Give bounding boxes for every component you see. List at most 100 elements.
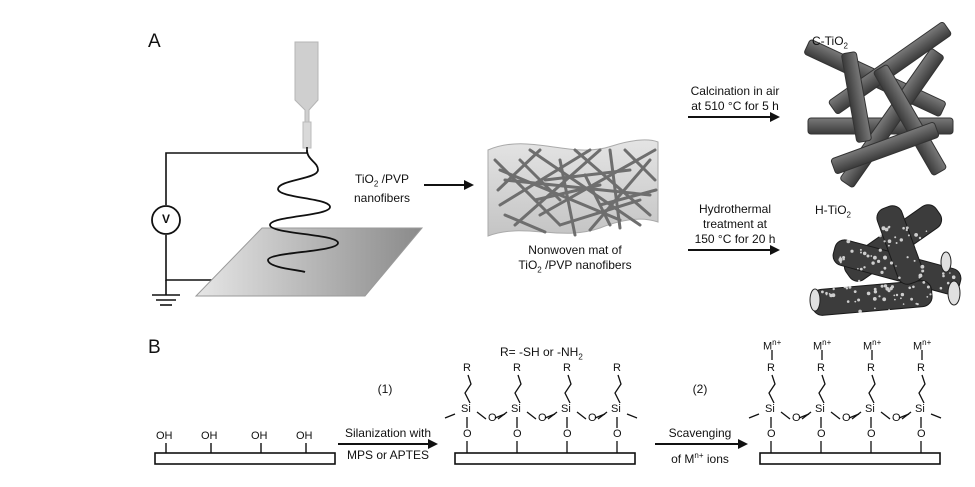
calcination-label: Calcination in air at 510 °C for 5 h <box>690 84 780 113</box>
silane-bonds <box>444 374 638 453</box>
arrow-step1 <box>338 439 438 449</box>
alkyl-chain <box>768 374 776 404</box>
texture-dot <box>884 227 889 232</box>
texture-dot <box>877 259 881 263</box>
si-atom: Si <box>461 403 471 415</box>
o-bridge: O <box>538 412 547 424</box>
r-group: R <box>513 362 521 374</box>
bond <box>848 413 860 419</box>
metal-ion: Mn+ <box>863 338 882 353</box>
bond <box>476 411 487 420</box>
texture-dot <box>870 255 873 257</box>
texture-dot <box>842 224 846 228</box>
texture-dot <box>873 287 877 291</box>
oh-label: OH <box>251 430 268 442</box>
texture-dot <box>895 293 899 297</box>
o-atom: O <box>513 428 522 440</box>
texture-dot <box>949 272 951 274</box>
substrate-silanized <box>454 452 636 465</box>
voltmeter <box>151 205 181 235</box>
bond <box>930 413 942 419</box>
r-group: R <box>563 362 571 374</box>
texture-dot <box>911 308 915 312</box>
bond <box>830 411 841 420</box>
texture-dot <box>932 260 935 263</box>
texture-dot <box>859 248 862 251</box>
h-tio2-rods <box>809 204 962 316</box>
oh-label: OH <box>296 430 313 442</box>
texture-dot <box>846 300 850 303</box>
bond <box>626 413 638 419</box>
texture-dot <box>887 289 891 293</box>
texture-dot <box>942 272 945 275</box>
texture-dot <box>835 266 838 270</box>
substrate-metal <box>759 452 941 465</box>
si-atom: Si <box>865 403 875 415</box>
texture-dot <box>863 266 866 269</box>
bond <box>444 413 456 419</box>
si-atom: Si <box>611 403 621 415</box>
texture-dot <box>857 298 861 302</box>
texture-dot <box>834 236 838 240</box>
r-group: R <box>817 362 825 374</box>
metal-ion: Mn+ <box>913 338 932 353</box>
texture-dot <box>853 290 857 293</box>
si-atom: Si <box>765 403 775 415</box>
texture-dot <box>848 285 852 289</box>
oh-label: OH <box>201 430 218 442</box>
texture-dot <box>834 283 839 287</box>
texture-dot <box>894 298 896 301</box>
h-tio2-label: H-TiO2 <box>815 203 851 220</box>
bond <box>780 411 791 420</box>
texture-dot <box>881 226 886 231</box>
bond <box>494 413 506 419</box>
texture-dot <box>906 256 909 259</box>
texture-dot <box>926 296 929 298</box>
texture-dot <box>913 259 916 262</box>
texture-dot <box>899 238 903 242</box>
texture-dot <box>883 284 888 288</box>
o-bridge: O <box>488 412 497 424</box>
oh-stems <box>165 443 307 453</box>
o-atom: O <box>817 428 826 440</box>
texture-dot <box>845 287 849 290</box>
texture-dot <box>921 269 925 273</box>
o-bridge: O <box>842 412 851 424</box>
texture-dot <box>893 294 896 297</box>
texture-dot <box>862 251 867 256</box>
texture-dot <box>878 233 882 238</box>
texture-dot <box>842 256 846 259</box>
step1-line2: MPS or APTES <box>346 448 430 462</box>
step1-line1: Silanization with <box>344 426 432 440</box>
texture-dot <box>918 236 922 240</box>
mat-fiber <box>496 148 542 192</box>
nonwoven-mat <box>487 139 659 237</box>
texture-dot <box>900 309 904 313</box>
texture-dot <box>889 286 893 291</box>
r-group: R <box>917 362 925 374</box>
texture-dot <box>895 265 897 267</box>
texture-dot <box>932 234 935 236</box>
mat-fiber <box>503 213 547 234</box>
arrow-hydrothermal <box>688 245 780 255</box>
oh-label: OH <box>156 430 173 442</box>
texture-dot <box>915 247 919 251</box>
o-atom: O <box>867 428 876 440</box>
mat-fiber <box>573 148 652 217</box>
texture-dot <box>902 226 905 230</box>
step2-line2: of Mn+ ions <box>671 451 729 466</box>
mat-fiber <box>588 158 652 232</box>
hydrothermal-label: Hydrothermal treatment at 150 °C for 20 … <box>694 202 776 246</box>
texture-dot <box>845 285 848 288</box>
precursor-label: TiO2 /PVP nanofibers <box>353 172 411 206</box>
texture-dot <box>925 255 928 258</box>
collector-plate <box>194 227 424 297</box>
texture-dot <box>895 242 898 244</box>
texture-dot <box>920 264 925 269</box>
texture-dot <box>832 287 835 291</box>
texture-dot <box>902 303 905 305</box>
texture-dot <box>889 261 894 265</box>
c-tio2-rods <box>804 21 954 188</box>
texture-dot <box>878 295 881 298</box>
texture-dot <box>850 249 854 253</box>
